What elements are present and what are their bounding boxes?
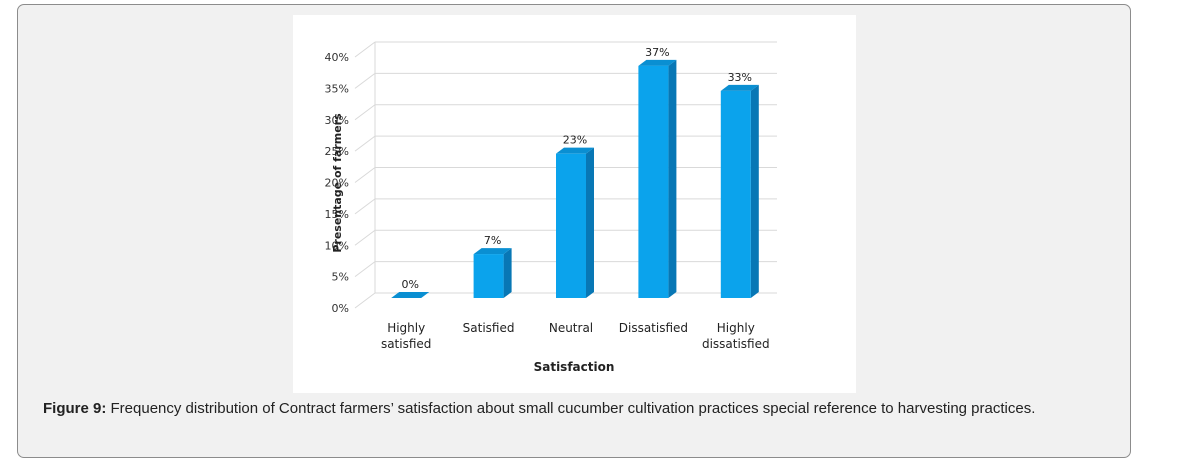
gridline-side bbox=[354, 292, 376, 309]
bar bbox=[473, 254, 504, 298]
gridline-side bbox=[354, 41, 376, 58]
y-tick-label: 30% bbox=[325, 114, 349, 127]
x-tick-label: Neutral bbox=[549, 321, 593, 335]
x-tick-label: Dissatisfied bbox=[619, 321, 688, 335]
bar-side bbox=[586, 147, 594, 298]
gridline-side bbox=[354, 72, 376, 89]
bar bbox=[720, 90, 751, 298]
gridline-side bbox=[354, 167, 376, 183]
gridline-side bbox=[354, 261, 376, 278]
chart-area: 0% 5% 10% 15% 20% 25% 30% 35% 40% 0% Highly satisfi… bbox=[293, 15, 856, 393]
y-tick-label: 25% bbox=[325, 145, 349, 158]
x-tick-label: dissatisfied bbox=[702, 337, 770, 351]
bar-top bbox=[638, 59, 677, 66]
bar bbox=[556, 153, 586, 298]
data-label: 7% bbox=[484, 234, 501, 247]
caption-text: Frequency distribution of Contract farme… bbox=[110, 400, 1036, 417]
y-tick-label: 20% bbox=[325, 177, 349, 190]
caption-label: Figure 9: bbox=[43, 400, 107, 417]
bar-top bbox=[391, 292, 430, 298]
y-tick-label: 10% bbox=[325, 239, 349, 252]
bar-chart: 0% 5% 10% 15% 20% 25% 30% 35% 40% 0% Highly satisfi… bbox=[325, 41, 777, 374]
data-label: 0% bbox=[401, 278, 418, 291]
data-label: 37% bbox=[645, 46, 669, 59]
gridline-side bbox=[354, 135, 376, 152]
gridline-side bbox=[354, 104, 376, 121]
bar-top bbox=[720, 84, 759, 91]
data-label: 33% bbox=[728, 71, 752, 84]
gridline-side bbox=[354, 198, 376, 215]
figure-caption: Figure 9: Frequency distribution of Cont… bbox=[43, 399, 1123, 419]
x-tick-label: satisfied bbox=[381, 337, 431, 351]
x-tick-label: Highly bbox=[387, 321, 425, 335]
gridline-side bbox=[354, 229, 376, 246]
bar-top bbox=[556, 147, 594, 154]
y-tick-label: 35% bbox=[325, 82, 349, 95]
bar-side bbox=[750, 84, 759, 298]
bar-top bbox=[473, 248, 512, 255]
data-label: 23% bbox=[563, 134, 587, 147]
bar bbox=[638, 65, 669, 298]
x-tick-label: Highly bbox=[717, 321, 755, 335]
y-tick-label: 15% bbox=[325, 208, 349, 221]
x-tick-label: Satisfied bbox=[463, 321, 515, 335]
y-tick-label: 5% bbox=[332, 271, 349, 284]
y-axis-title: Presentage of farmers bbox=[331, 113, 344, 253]
bar-side bbox=[503, 248, 512, 298]
y-tick-label: 40% bbox=[325, 51, 349, 64]
x-axis-title: Satisfaction bbox=[534, 360, 615, 374]
bar-side bbox=[668, 59, 677, 299]
y-tick-label: 0% bbox=[332, 302, 349, 315]
